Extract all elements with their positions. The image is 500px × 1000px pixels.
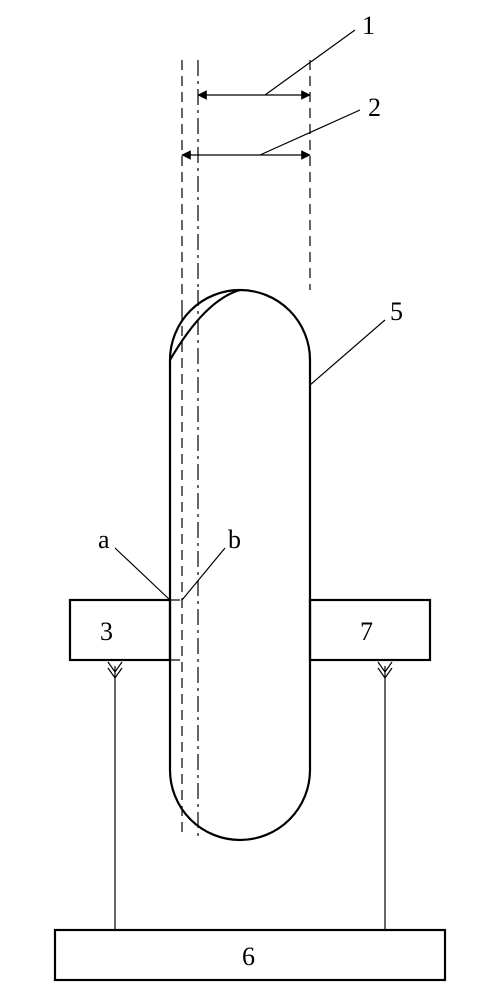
- label-6: 6: [242, 942, 255, 971]
- label-b: b: [228, 525, 241, 554]
- crossbar-left: [70, 600, 170, 660]
- label-5: 5: [390, 297, 403, 326]
- label-3: 3: [100, 617, 113, 646]
- label-2: 2: [368, 93, 381, 122]
- top-cap-front: [170, 290, 240, 360]
- label-a: a: [98, 525, 110, 554]
- main-body-outline: [170, 290, 310, 840]
- leader-5: [310, 320, 385, 385]
- label-1: 1: [362, 11, 375, 40]
- leader-b: [182, 548, 225, 600]
- label-7: 7: [360, 617, 373, 646]
- leader-a: [115, 548, 170, 600]
